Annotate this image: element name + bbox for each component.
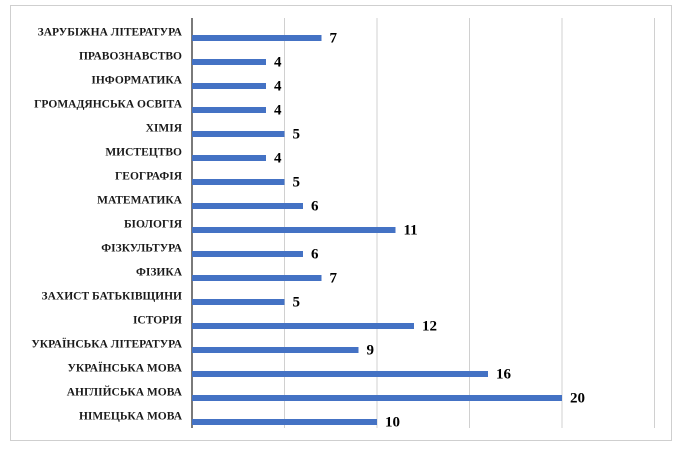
category-label: АНГЛІЙСЬКА МОВА (67, 385, 183, 399)
bar (192, 35, 322, 41)
category-label: УКРАЇНСЬКА ЛІТЕРАТУРА (31, 337, 182, 351)
data-label: 7 (330, 30, 338, 46)
category-label: НІМЕЦЬКА МОВА (79, 411, 183, 423)
bar (192, 83, 266, 89)
category-label: МИСТЕЦТВО (105, 147, 182, 159)
category-label: ІСТОРІЯ (133, 315, 183, 327)
bar (192, 131, 285, 137)
category-label: ФІЗКУЛЬТУРА (101, 243, 182, 255)
category-label: УКРАЇНСЬКА МОВА (67, 361, 182, 375)
bar (192, 179, 285, 185)
data-label: 4 (274, 78, 282, 94)
bar (192, 323, 414, 329)
bar (192, 275, 322, 281)
bar (192, 371, 488, 377)
category-label: ІНФОРМАТИКА (91, 75, 182, 87)
data-label: 4 (274, 54, 282, 70)
data-label: 4 (274, 102, 282, 118)
bar (192, 347, 359, 353)
bar (192, 227, 396, 233)
category-label: ГЕОГРАФІЯ (115, 171, 183, 183)
bar (192, 59, 266, 65)
data-label: 6 (311, 246, 319, 262)
data-label: 4 (274, 150, 282, 166)
bar (192, 203, 303, 209)
data-label: 5 (293, 126, 301, 142)
data-label: 5 (293, 294, 301, 310)
bar (192, 299, 285, 305)
category-label: ФІЗИКА (136, 267, 183, 279)
data-label: 9 (367, 342, 375, 358)
data-label: 12 (422, 318, 437, 334)
category-label: ЗАХИСТ БАТЬКІВЩИНИ (42, 291, 182, 303)
category-label: ГРОМАДЯНСЬКА ОСВІТА (34, 99, 183, 111)
bar (192, 107, 266, 113)
data-label: 11 (404, 222, 418, 238)
bar (192, 155, 266, 161)
data-label: 16 (496, 366, 512, 382)
category-label: МАТЕМАТИКА (97, 195, 183, 207)
bar (192, 395, 562, 401)
category-label: ЗАРУБІЖНА ЛІТЕРАТУРА (38, 27, 183, 39)
bar (192, 419, 377, 425)
data-label: 20 (570, 390, 585, 406)
category-label: БІОЛОГІЯ (124, 219, 183, 231)
category-label: ПРАВОЗНАВСТВО (79, 51, 182, 63)
bar (192, 251, 303, 257)
data-label: 6 (311, 198, 319, 214)
category-label: ХІМІЯ (146, 123, 183, 135)
data-label: 7 (330, 270, 338, 286)
data-label: 5 (293, 174, 301, 190)
data-label: 10 (385, 414, 400, 430)
